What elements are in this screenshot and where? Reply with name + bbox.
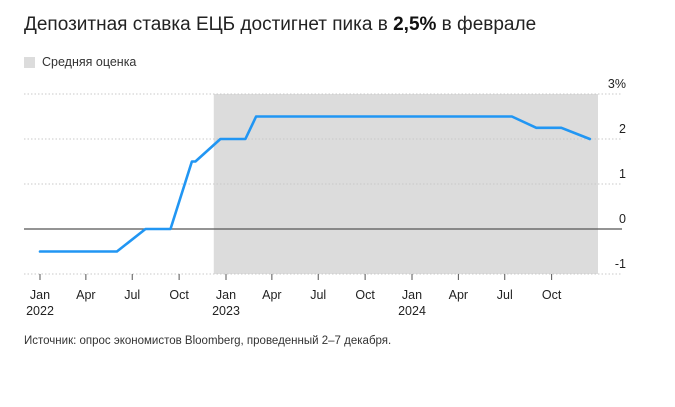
x-tick-label: Apr — [449, 288, 468, 302]
x-tick-label: Jul — [124, 288, 140, 302]
x-tick-label: Jul — [497, 288, 513, 302]
x-tick-label: Jan — [216, 288, 236, 302]
x-tick-label: Apr — [76, 288, 95, 302]
y-tick-label: 1 — [619, 167, 626, 181]
x-tick-label: Jul — [310, 288, 326, 302]
y-tick-label: 3% — [608, 77, 626, 91]
x-tick-label: Oct — [542, 288, 562, 302]
x-year-label: 2023 — [212, 304, 240, 318]
y-tick-label: 2 — [619, 122, 626, 136]
y-tick-label: 0 — [619, 212, 626, 226]
x-tick-label: Apr — [262, 288, 281, 302]
legend: Средняя оценка — [24, 55, 136, 69]
y-tick-label: -1 — [615, 257, 626, 271]
legend-swatch — [24, 56, 35, 68]
series-line — [38, 115, 592, 253]
x-year-label: 2024 — [398, 304, 426, 318]
x-tick-label: Jan — [30, 288, 50, 302]
x-tick-label: Jan — [402, 288, 422, 302]
x-year-label: 2022 — [26, 304, 54, 318]
x-tick-label: Oct — [355, 288, 375, 302]
legend-label: Средняя оценка — [42, 55, 137, 69]
chart-title: Депозитная ставка ЕЦБ достигнет пика в 2… — [24, 14, 537, 35]
chart: 3% 2 1 0 -1 Jan 2022 Apr Jul Oct Jan 2023 Apr Jul Oct J… — [24, 77, 626, 318]
x-tick-label: Oct — [169, 288, 189, 302]
source-note: Источник: опрос экономистов Bloomberg, п… — [24, 335, 392, 347]
